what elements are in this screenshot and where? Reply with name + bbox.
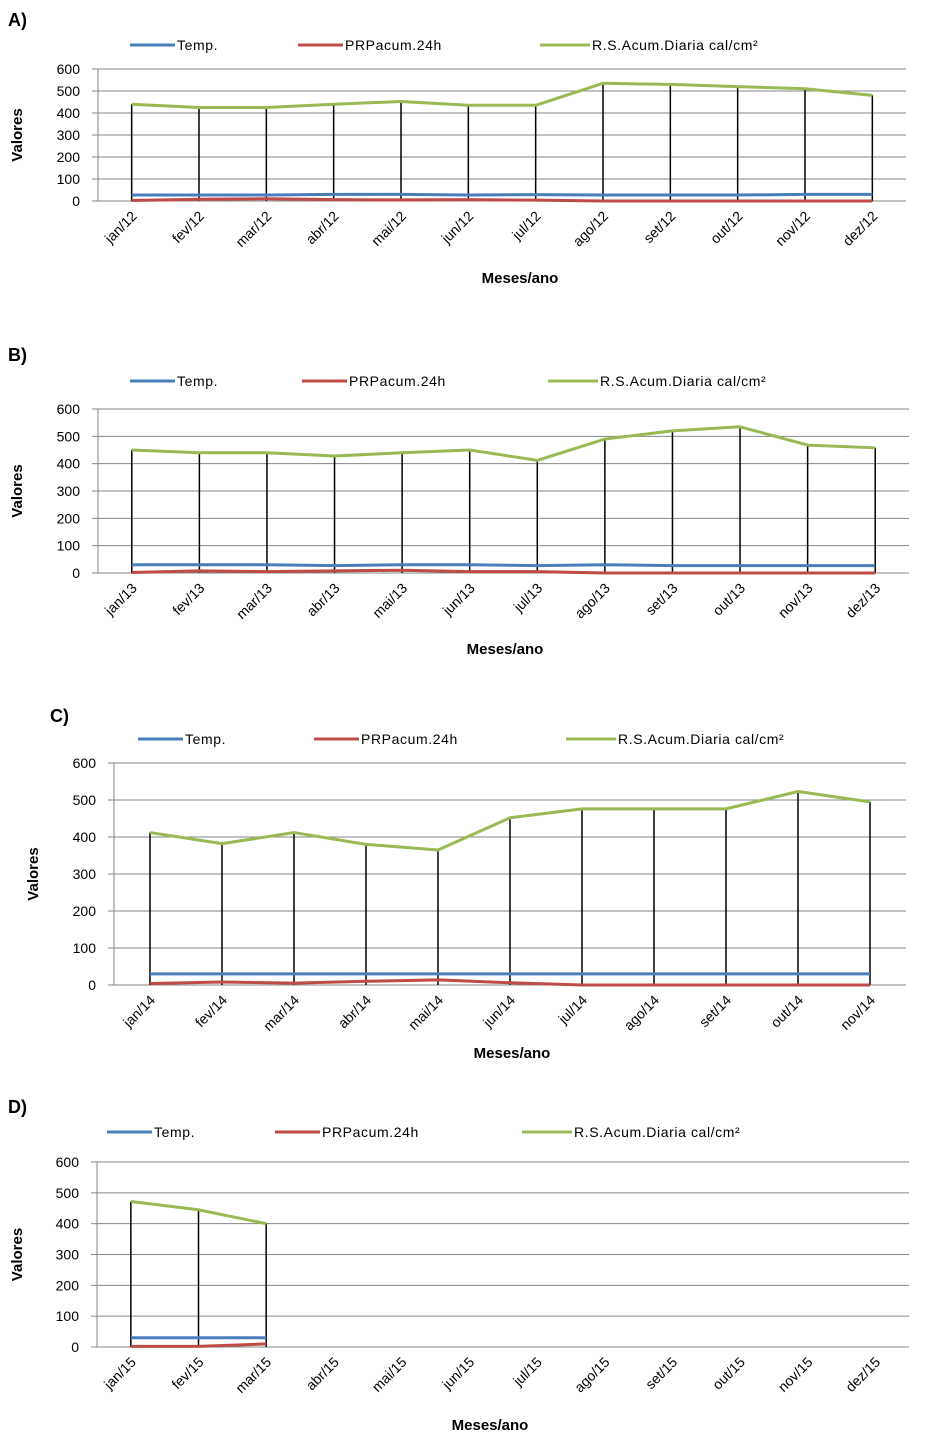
legend-label-prp: PRPacum.24h bbox=[361, 731, 458, 747]
y-tick-label: 100 bbox=[57, 171, 81, 187]
series-line-rs bbox=[149, 789, 871, 852]
panel-label: B) bbox=[8, 345, 27, 365]
y-tick-label: 500 bbox=[73, 792, 97, 808]
x-tick-label: out/15 bbox=[709, 1354, 748, 1393]
series-line-rs bbox=[130, 1199, 267, 1226]
panel-label: D) bbox=[8, 1097, 27, 1117]
y-tick-label: 600 bbox=[57, 401, 81, 417]
x-tick-label: jun/15 bbox=[438, 1354, 477, 1393]
x-axis-title: Meses/ano bbox=[467, 641, 544, 658]
x-axis-title: Meses/ano bbox=[474, 1045, 551, 1062]
legend-label-prp: PRPacum.24h bbox=[322, 1124, 419, 1140]
y-tick-label: 100 bbox=[56, 1308, 80, 1324]
legend-label-rs: R.S.Acum.Diaria cal/cm² bbox=[574, 1124, 740, 1140]
chart-panel-b: B) 0 100 200 300 400 500 600 jan/13 fev/13 mar/13… bbox=[0, 0, 927, 700]
x-tick-label: abr/15 bbox=[303, 1354, 343, 1394]
x-tick-label: dez/15 bbox=[842, 1354, 883, 1395]
y-tick-label: 600 bbox=[57, 61, 81, 77]
y-tick-label: 400 bbox=[57, 456, 81, 472]
series-line-prp bbox=[149, 978, 870, 987]
y-tick-label: 0 bbox=[72, 193, 80, 209]
y-tick-label: 200 bbox=[57, 510, 81, 526]
y-tick-label: 200 bbox=[73, 903, 97, 919]
y-tick-label: 100 bbox=[73, 940, 97, 956]
series-line-temp bbox=[131, 192, 873, 197]
series-line-rs bbox=[131, 81, 873, 109]
legend-label-prp: PRPacum.24h bbox=[345, 37, 442, 53]
legend-label-temp: Temp. bbox=[185, 731, 226, 747]
y-tick-label: 400 bbox=[73, 829, 97, 845]
x-tick-label: mar/15 bbox=[232, 1354, 274, 1396]
chart-panel-c: C) 0 100 200 300 400 500 600 jan/14 fev/14 mar/14… bbox=[25, 706, 906, 1062]
y-tick-label: 0 bbox=[88, 977, 96, 993]
y-tick-label: 300 bbox=[73, 866, 97, 882]
legend-label-prp: PRPacum.24h bbox=[349, 373, 446, 389]
y-axis-title: Valores bbox=[9, 108, 26, 161]
x-tick-label: nov/15 bbox=[775, 1354, 816, 1395]
legend-label-rs: R.S.Acum.Diaria cal/cm² bbox=[600, 373, 766, 389]
x-axis-title: Meses/ano bbox=[452, 1417, 529, 1433]
series-line-prp bbox=[130, 1342, 267, 1348]
x-tick-label: mai/15 bbox=[369, 1354, 410, 1395]
y-tick-label: 200 bbox=[57, 149, 81, 165]
y-axis-title: Valores bbox=[9, 464, 26, 517]
x-tick-label: set/15 bbox=[642, 1354, 680, 1392]
chart-panel-a: A) 0 100 200 300 400 500 600 jan/12 fev/12 mar/12… bbox=[0, 0, 927, 300]
y-tick-label: 400 bbox=[56, 1216, 80, 1232]
y-tick-label: 300 bbox=[56, 1247, 80, 1263]
x-tick-label: fev/15 bbox=[168, 1354, 206, 1392]
series-line-prp bbox=[131, 568, 876, 575]
y-axis-title: Valores bbox=[9, 1228, 26, 1281]
y-tick-label: 400 bbox=[57, 105, 81, 121]
series-line-temp bbox=[131, 563, 876, 568]
y-tick-label: 600 bbox=[73, 755, 97, 771]
panel-label: C) bbox=[50, 706, 69, 726]
y-tick-label: 300 bbox=[57, 483, 81, 499]
x-axis-title: Meses/ano bbox=[482, 270, 559, 287]
y-tick-label: 100 bbox=[57, 538, 81, 554]
legend-label-temp: Temp. bbox=[177, 373, 218, 389]
y-tick-label: 0 bbox=[72, 565, 80, 581]
y-tick-label: 200 bbox=[56, 1277, 80, 1293]
legend-label-temp: Temp. bbox=[154, 1124, 195, 1140]
panel-label: A) bbox=[8, 10, 27, 30]
y-tick-label: 500 bbox=[57, 428, 81, 444]
y-tick-label: 500 bbox=[57, 83, 81, 99]
legend-label-rs: R.S.Acum.Diaria cal/cm² bbox=[618, 731, 784, 747]
y-tick-label: 0 bbox=[71, 1339, 79, 1355]
y-tick-label: 600 bbox=[56, 1154, 80, 1170]
series-line-rs bbox=[131, 425, 876, 462]
series-line-prp bbox=[131, 197, 873, 203]
x-tick-label: jan/15 bbox=[100, 1354, 139, 1393]
x-tick-label: jul/15 bbox=[509, 1354, 545, 1390]
y-tick-label: 500 bbox=[56, 1185, 80, 1201]
y-axis-title: Valores bbox=[25, 847, 42, 900]
y-tick-label: 300 bbox=[57, 127, 81, 143]
x-tick-label: ago/15 bbox=[571, 1354, 613, 1396]
legend-label-rs: R.S.Acum.Diaria cal/cm² bbox=[592, 37, 758, 53]
legend-label-temp: Temp. bbox=[177, 37, 218, 53]
